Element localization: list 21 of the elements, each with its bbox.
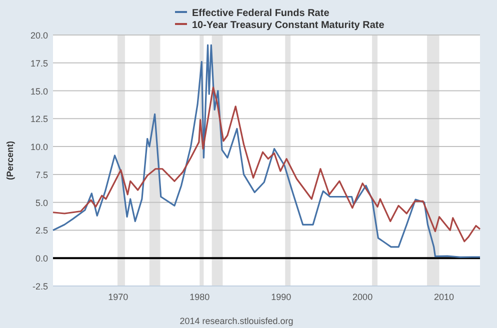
line-series [52,86,481,242]
x-tick-label: 2000 [352,292,373,302]
legend-label: 10-Year Treasury Constant Maturity Rate [192,20,385,31]
y-axis-title: (Percent) [5,140,15,180]
x-tick-label: 2010 [434,292,454,302]
legend-label: Effective Federal Funds Rate [192,8,330,19]
text: 2014 research.stlouisfed.org [180,316,294,326]
y-tick-label: 12.5 [30,114,48,124]
y-tick-label: -2.5 [32,282,48,292]
y-tick-label: 5.0 [35,198,48,208]
y-tick-label: 2.5 [35,226,48,236]
y-tick-label: 17.5 [30,58,48,68]
x-tick-label: 1980 [190,292,210,302]
y-tick-label: 10.0 [30,142,48,152]
y-tick-label: 15.0 [30,86,48,96]
line-series [52,44,481,258]
y-tick-label: 7.5 [35,170,48,180]
y-tick-label: 20.0 [30,30,48,40]
x-tick-label: 1990 [271,292,292,302]
y-tick-label: 0.0 [35,254,48,264]
x-tick-label: 1970 [108,292,128,302]
